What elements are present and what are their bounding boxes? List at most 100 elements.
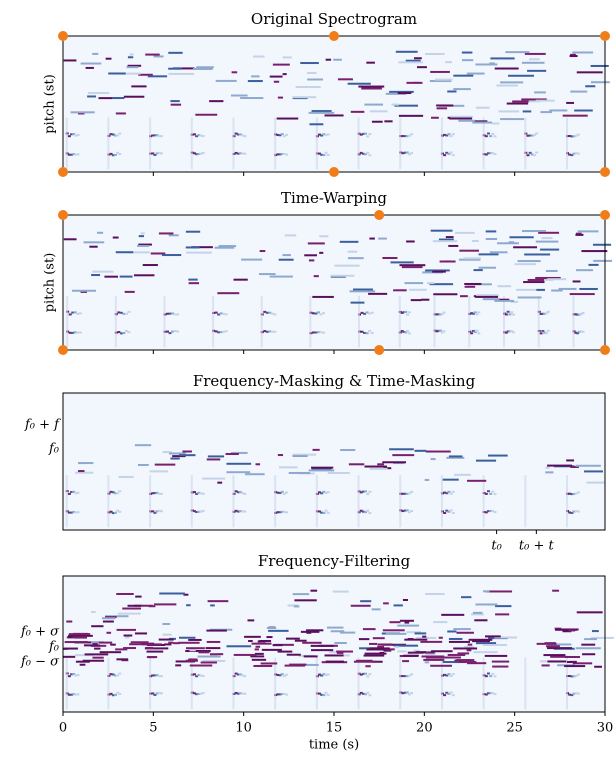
texture-cell [278,258,294,261]
texture-cell [222,330,226,333]
texture-cell [333,58,342,61]
texture-cell [151,692,155,695]
texture-cell [209,653,218,656]
texture-cell [427,282,435,285]
texture-cell [126,66,139,69]
texture-cell [407,693,411,696]
texture-cell [295,86,321,89]
texture-cell [510,300,519,303]
texture-cell [570,135,574,138]
texture-cell [382,256,398,259]
texture-cell [451,133,455,136]
texture-cell [278,153,282,156]
texture-cell [489,62,495,65]
spectrogram-background [63,393,605,530]
texture-cell [67,675,71,678]
texture-cell [324,509,328,512]
texture-cell [433,296,436,348]
texture-cell [492,665,509,668]
texture-cell [568,675,572,678]
texture-cell [521,98,547,101]
texture-cell [197,674,201,677]
texture-cell [368,292,388,295]
texture-cell [285,673,289,676]
texture-cell [425,269,450,272]
texture-cell [278,511,282,514]
texture-cell [111,512,115,515]
texture-cell [545,471,554,474]
texture-cell [168,312,172,315]
texture-cell [76,491,80,494]
texture-cell [566,101,575,104]
texture-cell [528,134,532,137]
texture-cell [185,650,211,653]
texture-cell [500,118,525,121]
texture-cell [484,153,488,156]
texture-cell [118,510,122,513]
texture-cell [183,593,189,596]
texture-cell [407,651,424,654]
texture-cell [508,241,515,244]
texture-cell [534,91,546,94]
texture-cell [348,463,365,466]
texture-cell [72,153,76,156]
texture-cell [270,330,274,333]
texture-cell [315,117,318,170]
texture-cell [117,612,141,615]
texture-cell [347,257,364,260]
texture-cell [222,312,226,315]
texture-cell [547,278,567,281]
panel-title: Frequency-Filtering [258,552,411,570]
texture-cell [576,269,593,272]
texture-cell [107,475,110,528]
texture-cell [572,152,576,155]
texture-cell [404,282,424,285]
texture-cell [442,478,459,481]
control-point [600,167,610,177]
texture-cell [445,61,453,64]
panel: Time-Warping pitch (st) [43,189,613,355]
texture-cell [188,282,200,285]
texture-cell [591,636,614,639]
texture-cell [91,625,104,628]
texture-cell [73,636,88,639]
texture-cell [544,332,548,335]
texture-cell [63,647,69,650]
texture-cell [278,674,282,677]
texture-cell [65,475,68,528]
texture-cell [105,616,117,619]
texture-cell [189,649,196,652]
texture-cell [477,332,481,335]
texture-cell [157,509,161,512]
texture-cell [334,641,347,644]
texture-cell [172,67,195,70]
texture-cell [263,330,267,333]
texture-cell [116,492,120,495]
texture-cell [461,51,473,54]
control-point [374,345,385,355]
texture-cell [449,509,453,512]
texture-cell [151,674,155,677]
spectrogram-texture [63,50,610,170]
texture-cell [397,650,407,653]
texture-cell [76,674,80,677]
texture-cell [159,135,163,138]
texture-cell [470,312,474,315]
texture-cell [111,97,125,100]
texture-cell [482,643,507,646]
texture-cell [318,491,322,494]
texture-cell [505,51,530,54]
texture-cell [326,511,330,514]
texture-cell [541,312,545,315]
texture-cell [311,649,334,652]
texture-cell [316,311,320,314]
texture-cell [395,50,418,53]
texture-cell [322,312,326,315]
texture-cell [129,53,134,56]
texture-cell [579,330,583,333]
texture-cell [288,471,311,474]
texture-cell [127,331,131,334]
texture-cell [206,629,227,632]
texture-cell [413,57,422,60]
texture-cell [574,152,578,155]
